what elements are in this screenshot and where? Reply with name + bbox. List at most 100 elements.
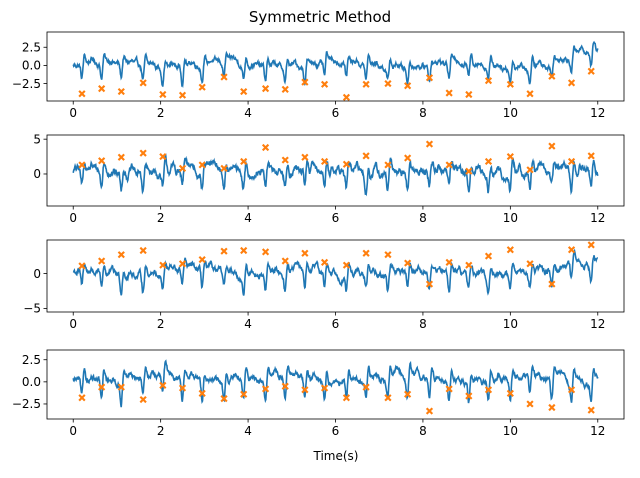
x-tick-label: 12 bbox=[590, 317, 605, 331]
x-tick-label: 8 bbox=[419, 424, 427, 438]
subplot-1: 0 2 4 6 8 10 12 −2.5 0.0 2.5 bbox=[12, 31, 625, 120]
marker-point bbox=[178, 91, 187, 99]
y-tick-label: 2.5 bbox=[22, 353, 41, 367]
marker-point bbox=[220, 73, 228, 81]
marker-point bbox=[178, 384, 187, 392]
marker-point bbox=[342, 394, 351, 402]
marker-point bbox=[587, 241, 595, 249]
y-tick-label: 0 bbox=[33, 167, 41, 181]
marker-point bbox=[301, 386, 309, 394]
marker-point bbox=[548, 280, 556, 288]
x-axis-label: Time(s) bbox=[313, 449, 359, 463]
marker-point bbox=[484, 77, 493, 85]
x-tick-label: 12 bbox=[590, 106, 605, 120]
x-tick-label: 12 bbox=[590, 211, 605, 225]
marker-point bbox=[384, 79, 392, 88]
x-tick-label: 4 bbox=[244, 106, 252, 120]
marker-point bbox=[261, 143, 270, 152]
x-tick-label: 6 bbox=[332, 317, 340, 331]
signal-line bbox=[72, 248, 599, 296]
marker-point bbox=[139, 79, 147, 87]
marker-point bbox=[220, 395, 228, 403]
marker-point bbox=[465, 261, 473, 269]
signal-line bbox=[72, 359, 599, 408]
x-tick-label: 2 bbox=[157, 424, 165, 438]
y-tick-label: 0 bbox=[33, 267, 41, 281]
marker-point bbox=[404, 390, 412, 398]
x-tick-label: 0 bbox=[69, 424, 77, 438]
marker-point bbox=[362, 152, 370, 160]
marker-point bbox=[465, 167, 473, 175]
marker-point bbox=[587, 406, 595, 414]
marker-point bbox=[567, 157, 576, 166]
marker-point bbox=[587, 67, 595, 75]
marker-point bbox=[384, 251, 392, 259]
marker-point bbox=[484, 157, 493, 166]
marker-point bbox=[342, 261, 351, 269]
x-tick-label: 2 bbox=[157, 211, 165, 225]
x-tick-label: 4 bbox=[244, 317, 252, 331]
marker-point bbox=[425, 140, 434, 148]
marker-point bbox=[362, 249, 370, 257]
marker-point bbox=[281, 85, 289, 93]
marker-point bbox=[384, 161, 392, 169]
marker-point bbox=[261, 85, 270, 93]
marker-point bbox=[320, 157, 329, 166]
marker-point bbox=[178, 164, 187, 173]
marker-point bbox=[342, 160, 351, 168]
x-tick-label: 6 bbox=[332, 211, 340, 225]
x-tick-label: 0 bbox=[69, 317, 77, 331]
x-tick-label: 8 bbox=[419, 106, 427, 120]
marker-point bbox=[567, 79, 576, 87]
marker-point bbox=[301, 249, 309, 257]
marker-point bbox=[320, 80, 329, 88]
marker-point bbox=[78, 90, 86, 98]
marker-point bbox=[484, 386, 493, 394]
x-tick-label: 10 bbox=[503, 106, 518, 120]
subplot-3: 0 2 4 6 8 10 12 −5 0 bbox=[23, 239, 625, 331]
marker-point bbox=[362, 80, 370, 88]
marker-point bbox=[139, 149, 147, 157]
marker-point bbox=[404, 154, 412, 162]
marker-point bbox=[587, 152, 595, 160]
marker-point bbox=[159, 381, 167, 389]
marker-point bbox=[301, 78, 309, 86]
marker-point bbox=[362, 383, 370, 391]
marker-point bbox=[320, 384, 329, 392]
marker-point bbox=[159, 90, 167, 99]
marker-point bbox=[526, 260, 534, 268]
marker-point bbox=[526, 400, 534, 408]
marker-point bbox=[526, 166, 534, 174]
marker-point bbox=[281, 382, 289, 390]
marker-point bbox=[78, 161, 86, 169]
x-tick-label: 10 bbox=[503, 424, 518, 438]
marker-point bbox=[117, 87, 125, 96]
marker-point bbox=[98, 257, 106, 265]
y-tick-label: 0.0 bbox=[22, 375, 41, 389]
marker-point bbox=[548, 142, 556, 150]
marker-point bbox=[425, 407, 434, 415]
marker-point bbox=[117, 153, 125, 161]
signal-line bbox=[72, 153, 599, 197]
marker-point bbox=[78, 262, 86, 270]
marker-point bbox=[384, 394, 392, 402]
subplot-4: 0 2 4 6 8 10 12 −2.5 0.0 2.5 bbox=[12, 349, 625, 438]
marker-point bbox=[220, 247, 228, 255]
marker-point bbox=[98, 383, 106, 391]
marker-point bbox=[484, 252, 493, 260]
marker-point bbox=[98, 157, 106, 165]
x-tick-label: 10 bbox=[503, 317, 518, 331]
marker-point bbox=[445, 89, 453, 97]
marker-point bbox=[220, 164, 228, 173]
marker-point bbox=[281, 156, 289, 164]
marker-point bbox=[404, 82, 412, 90]
x-tick-label: 2 bbox=[157, 317, 165, 331]
marker-point bbox=[159, 152, 167, 161]
marker-point bbox=[261, 385, 270, 393]
x-tick-label: 8 bbox=[419, 317, 427, 331]
marker-point bbox=[240, 246, 248, 255]
marker-point bbox=[198, 161, 206, 169]
chart-title: Symmetric Method bbox=[249, 8, 391, 26]
